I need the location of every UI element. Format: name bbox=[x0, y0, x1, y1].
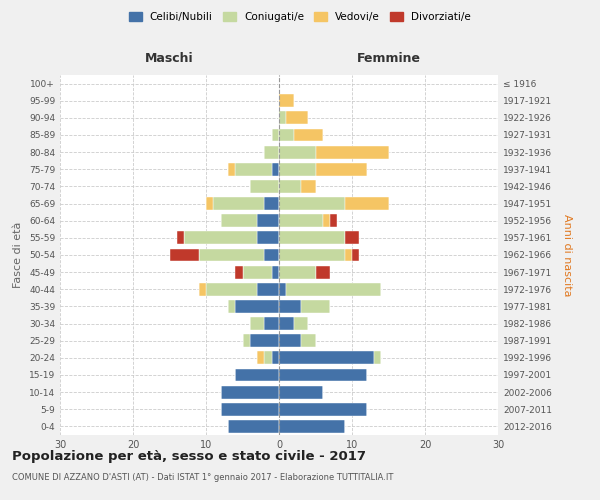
Bar bbox=[316, 266, 330, 278]
Bar bbox=[279, 352, 374, 364]
Text: Maschi: Maschi bbox=[145, 52, 194, 65]
Bar bbox=[221, 386, 279, 398]
Bar bbox=[272, 352, 279, 364]
Bar bbox=[286, 283, 381, 296]
Bar bbox=[206, 197, 214, 210]
Bar bbox=[250, 334, 279, 347]
Bar bbox=[221, 214, 257, 227]
Bar bbox=[279, 403, 367, 415]
Bar bbox=[301, 180, 316, 193]
Bar bbox=[177, 232, 184, 244]
Bar bbox=[374, 352, 381, 364]
Bar bbox=[279, 112, 286, 124]
Bar bbox=[221, 403, 279, 415]
Bar bbox=[279, 197, 344, 210]
Bar bbox=[265, 352, 272, 364]
Bar bbox=[235, 300, 279, 313]
Bar bbox=[316, 163, 367, 175]
Bar bbox=[257, 283, 279, 296]
Bar bbox=[250, 317, 265, 330]
Y-axis label: Fasce di età: Fasce di età bbox=[13, 222, 23, 288]
Bar bbox=[265, 317, 279, 330]
Bar bbox=[199, 248, 265, 262]
Bar bbox=[228, 420, 279, 433]
Bar bbox=[242, 266, 272, 278]
Bar bbox=[257, 232, 279, 244]
Bar bbox=[265, 146, 279, 158]
Bar bbox=[250, 180, 279, 193]
Bar bbox=[279, 94, 293, 107]
Bar bbox=[228, 300, 235, 313]
Bar bbox=[279, 420, 344, 433]
Legend: Celibi/Nubili, Coniugati/e, Vedovi/e, Divorziati/e: Celibi/Nubili, Coniugati/e, Vedovi/e, Di… bbox=[125, 8, 475, 26]
Bar bbox=[170, 248, 199, 262]
Bar bbox=[301, 300, 330, 313]
Bar bbox=[279, 283, 286, 296]
Bar bbox=[272, 128, 279, 141]
Bar bbox=[344, 232, 359, 244]
Bar bbox=[323, 214, 330, 227]
Bar bbox=[265, 248, 279, 262]
Bar bbox=[228, 163, 235, 175]
Text: Femmine: Femmine bbox=[356, 52, 421, 65]
Bar bbox=[279, 232, 344, 244]
Bar bbox=[279, 300, 301, 313]
Bar bbox=[344, 197, 389, 210]
Text: COMUNE DI AZZANO D'ASTI (AT) - Dati ISTAT 1° gennaio 2017 - Elaborazione TUTTITA: COMUNE DI AZZANO D'ASTI (AT) - Dati ISTA… bbox=[12, 472, 394, 482]
Bar bbox=[235, 163, 272, 175]
Bar bbox=[184, 232, 257, 244]
Bar bbox=[206, 283, 257, 296]
Bar bbox=[279, 334, 301, 347]
Bar bbox=[235, 368, 279, 382]
Y-axis label: Anni di nascita: Anni di nascita bbox=[562, 214, 572, 296]
Bar bbox=[316, 146, 389, 158]
Bar bbox=[279, 248, 344, 262]
Bar bbox=[293, 317, 308, 330]
Bar bbox=[279, 163, 316, 175]
Bar bbox=[279, 266, 316, 278]
Bar bbox=[235, 266, 242, 278]
Bar bbox=[272, 163, 279, 175]
Bar bbox=[279, 146, 316, 158]
Bar bbox=[199, 283, 206, 296]
Bar bbox=[279, 214, 323, 227]
Bar bbox=[279, 386, 323, 398]
Bar bbox=[279, 128, 293, 141]
Bar bbox=[301, 334, 316, 347]
Bar bbox=[344, 248, 352, 262]
Bar bbox=[257, 352, 265, 364]
Bar bbox=[265, 197, 279, 210]
Bar bbox=[279, 180, 301, 193]
Text: Popolazione per età, sesso e stato civile - 2017: Popolazione per età, sesso e stato civil… bbox=[12, 450, 366, 463]
Bar bbox=[279, 317, 293, 330]
Bar bbox=[352, 248, 359, 262]
Bar bbox=[279, 368, 367, 382]
Bar bbox=[293, 128, 323, 141]
Bar bbox=[213, 197, 265, 210]
Bar bbox=[272, 266, 279, 278]
Bar bbox=[257, 214, 279, 227]
Bar bbox=[330, 214, 337, 227]
Bar bbox=[286, 112, 308, 124]
Bar bbox=[242, 334, 250, 347]
